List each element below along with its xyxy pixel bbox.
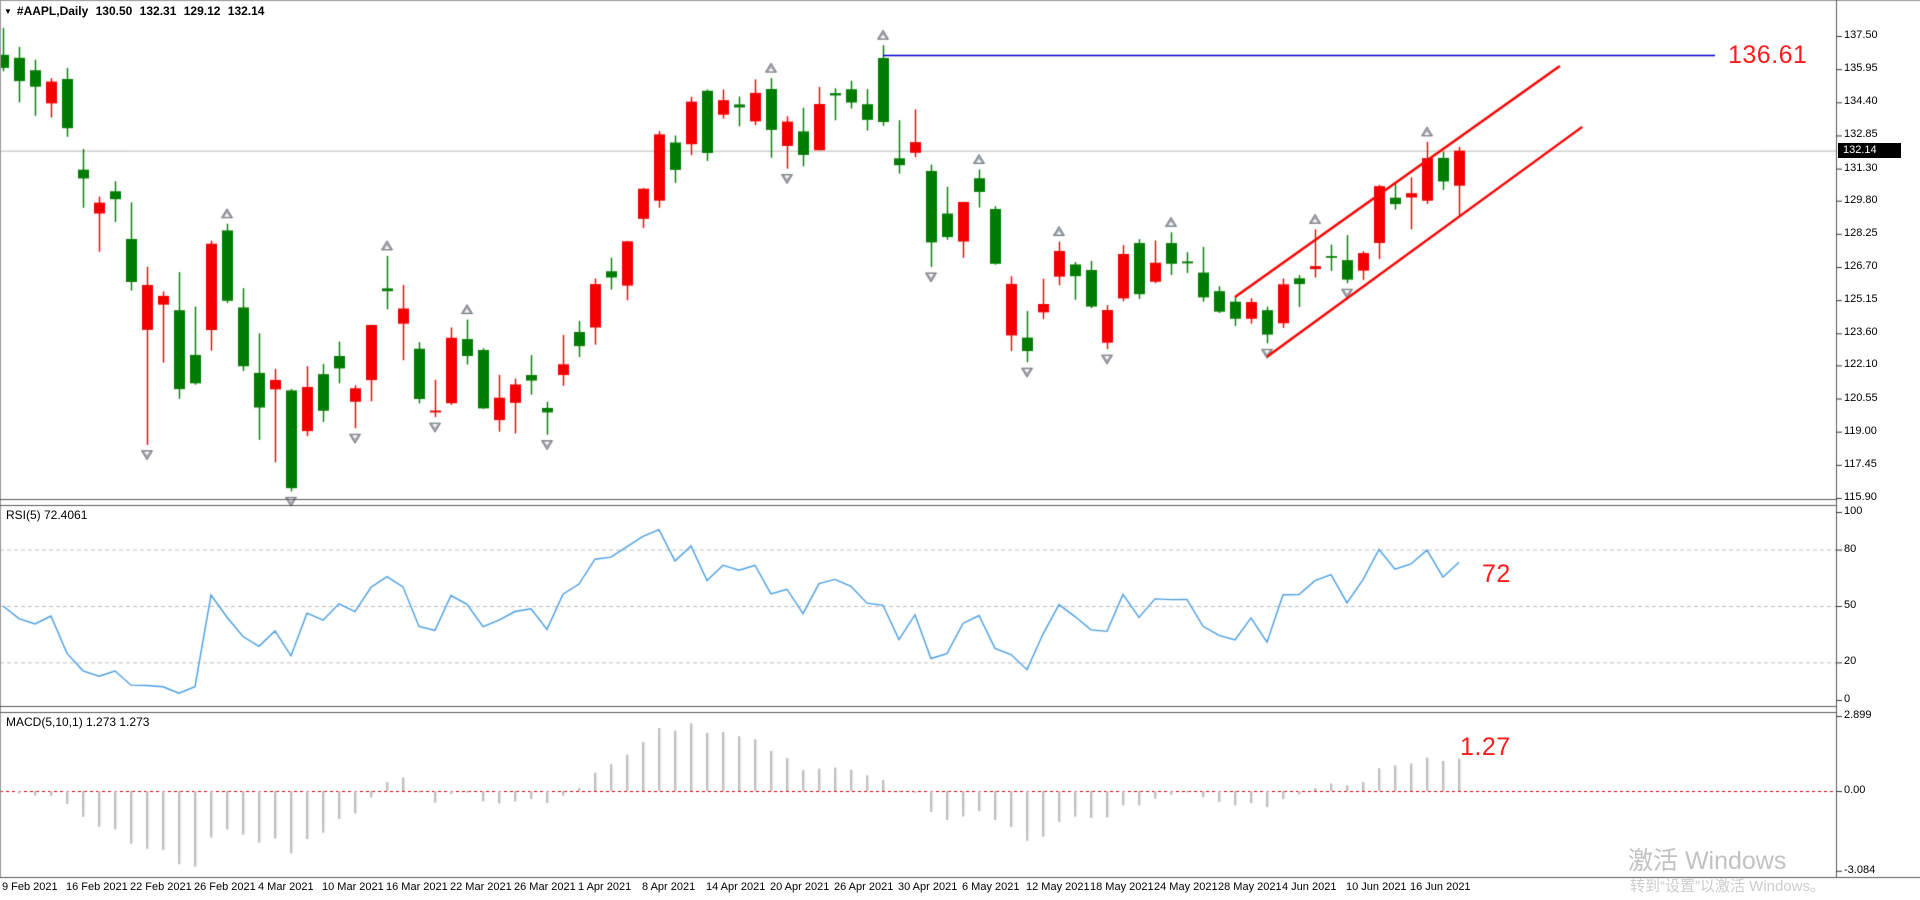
macd-tick-label: -3.084 [1844, 863, 1876, 876]
date-label: 26 Apr 2021 [834, 881, 894, 893]
date-label: 4 Mar 2021 [258, 881, 314, 893]
rsi-value-annotation[interactable]: 72 [1482, 560, 1511, 588]
date-label: 4 Jun 2021 [1282, 881, 1337, 893]
date-label: 12 May 2021 [1026, 881, 1090, 893]
price-tick-label: 120.55 [1844, 391, 1878, 404]
date-label: 26 Feb 2021 [194, 881, 256, 893]
rsi-tick-label: 20 [1844, 655, 1857, 668]
macd-tick-label: 0.00 [1844, 784, 1866, 796]
rsi-tick-label: 100 [1844, 505, 1863, 517]
date-label: 14 Apr 2021 [706, 881, 766, 893]
price-tick-label: 115.90 [1844, 491, 1877, 503]
date-label: 8 Apr 2021 [642, 881, 696, 893]
price-tick-label: 126.70 [1844, 260, 1878, 272]
price-tick-label: 125.15 [1844, 293, 1878, 306]
price-tick-label: 135.95 [1844, 62, 1878, 75]
price-tick-label: 122.10 [1844, 358, 1878, 371]
date-label: 10 Mar 2021 [322, 881, 384, 893]
resistance-price-annotation[interactable]: 136.61 [1728, 41, 1808, 69]
price-tick-label: 123.60 [1844, 326, 1878, 339]
date-label: 28 May 2021 [1218, 881, 1282, 893]
macd-tick-label: 2.899 [1844, 709, 1872, 721]
chevron-down-icon[interactable]: ▼ [4, 7, 12, 16]
date-label: 18 May 2021 [1090, 881, 1154, 893]
date-label: 22 Feb 2021 [130, 881, 192, 893]
price-tick-label: 132.85 [1844, 128, 1878, 141]
ohlc-low: 129.12 [183, 4, 221, 18]
rsi-tick-label: 80 [1844, 542, 1857, 555]
date-label: 16 Feb 2021 [66, 881, 128, 893]
ohlc-high: 132.31 [139, 4, 177, 18]
rsi-tick-label: 0 [1844, 693, 1851, 705]
symbol-name: #AAPL,Daily [16, 4, 89, 18]
macd-value-annotation[interactable]: 1.27 [1460, 733, 1511, 761]
date-label: 26 Mar 2021 [514, 881, 576, 893]
date-label: 9 Feb 2021 [2, 881, 58, 893]
rsi-indicator-label: RSI(5) 72.4061 [6, 508, 88, 522]
windows-activation-watermark: 激活 Windows [1628, 847, 1787, 875]
windows-activation-hint: 转到“设置”以激活 Windows。 [1630, 878, 1826, 895]
macd-indicator-label: MACD(5,10,1) 1.273 1.273 [6, 715, 150, 729]
price-tick-label: 119.00 [1844, 424, 1877, 437]
date-label: 16 Mar 2021 [386, 881, 448, 893]
price-tick-label: 128.25 [1844, 226, 1878, 239]
price-tick-label: 129.80 [1844, 193, 1878, 206]
ohlc-open: 130.50 [95, 4, 133, 18]
date-label: 20 Apr 2021 [770, 881, 830, 893]
ohlc-close: 132.14 [227, 4, 265, 18]
date-label: 16 Jun 2021 [1410, 881, 1471, 893]
date-label: 30 Apr 2021 [898, 881, 958, 893]
date-label: 1 Apr 2021 [578, 881, 632, 893]
price-tick-label: 137.50 [1844, 29, 1878, 41]
date-label: 22 Mar 2021 [450, 881, 512, 893]
current-price-tag: 132.14 [1838, 143, 1901, 158]
rsi-tick-label: 50 [1844, 599, 1857, 611]
symbol-header: ▼ #AAPL,Daily 130.50 132.31 129.12 132.14 [4, 4, 268, 18]
price-tick-label: 134.40 [1844, 95, 1878, 108]
price-tick-label: 131.30 [1844, 161, 1878, 174]
date-label: 10 Jun 2021 [1346, 881, 1407, 893]
date-label: 24 May 2021 [1154, 881, 1218, 893]
price-tick-label: 117.45 [1844, 457, 1877, 470]
date-label: 6 May 2021 [962, 881, 1020, 893]
